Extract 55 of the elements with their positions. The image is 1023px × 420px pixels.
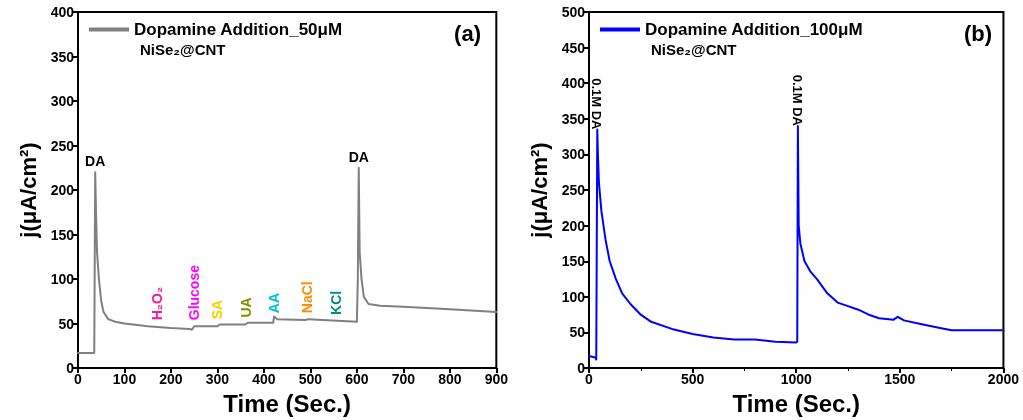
annotation: DA: [348, 148, 369, 165]
y-tick-label: 300: [561, 146, 586, 163]
annotation: KCl: [327, 290, 344, 315]
y-tick-label: 200: [561, 217, 586, 234]
x-tick-label: 1000: [780, 371, 812, 388]
annotation: H₂O₂: [149, 286, 166, 321]
annotation: DA: [85, 153, 106, 170]
x-tick-label: 500: [298, 371, 323, 388]
annotation: NiSe₂@CNT: [140, 41, 226, 58]
annotation: (a): [454, 20, 481, 46]
annotation: Glucose: [186, 264, 203, 321]
legend-label: Dopamine Addition_50μM: [134, 20, 343, 39]
y-tick-label: 100: [561, 288, 586, 305]
y-tick-label: 350: [561, 110, 586, 127]
y-tick-label: 400: [561, 75, 586, 92]
annotation: UA: [238, 297, 255, 318]
y-tick-label: 400: [50, 4, 75, 20]
x-tick-label: 500: [680, 371, 705, 388]
x-axis-title: Time (Sec.): [223, 389, 351, 417]
x-tick-label: 100: [112, 371, 137, 388]
x-tick-label: 200: [159, 371, 183, 388]
annotation: NiSe₂@CNT: [651, 41, 737, 58]
annotation: NaCl: [298, 281, 315, 314]
x-axis-title: Time (Sec.): [732, 389, 861, 417]
y-axis-title: j(μA/cm²): [16, 142, 42, 239]
annotation: 0.1M DA: [589, 78, 605, 131]
x-tick-label: 400: [252, 371, 276, 388]
line-series: [77, 166, 498, 354]
x-tick-label: 700: [391, 371, 416, 388]
y-tick-label: 150: [50, 226, 75, 243]
x-tick-label: 2000: [987, 371, 1020, 388]
y-tick-label: 50: [569, 324, 586, 341]
annotation: AA: [266, 292, 283, 314]
y-tick-label: 350: [50, 48, 75, 65]
y-tick-label: 250: [561, 182, 586, 199]
y-axis-title: j(μA/cm²): [527, 142, 553, 239]
x-tick-label: 1500: [884, 371, 916, 388]
annotation: SA: [209, 299, 226, 320]
x-tick-label: 900: [484, 371, 509, 388]
y-tick-label: 250: [50, 137, 75, 154]
x-tick-label: 600: [345, 371, 369, 388]
y-tick-label: 200: [50, 182, 75, 199]
legend-label: Dopamine Addition_100μM: [645, 20, 863, 39]
y-tick-label: 50: [58, 315, 75, 332]
annotation: 0.1M DA: [789, 74, 805, 127]
annotation: (b): [963, 20, 992, 46]
y-tick-label: 0: [66, 360, 75, 377]
y-tick-label: 100: [50, 271, 75, 288]
y-tick-label: 300: [50, 93, 75, 110]
y-tick-label: 0: [577, 360, 586, 377]
y-tick-label: 500: [561, 4, 586, 20]
x-tick-label: 800: [438, 371, 462, 388]
y-tick-label: 450: [561, 39, 586, 56]
x-tick-label: 300: [205, 371, 230, 388]
y-tick-label: 150: [561, 253, 586, 270]
